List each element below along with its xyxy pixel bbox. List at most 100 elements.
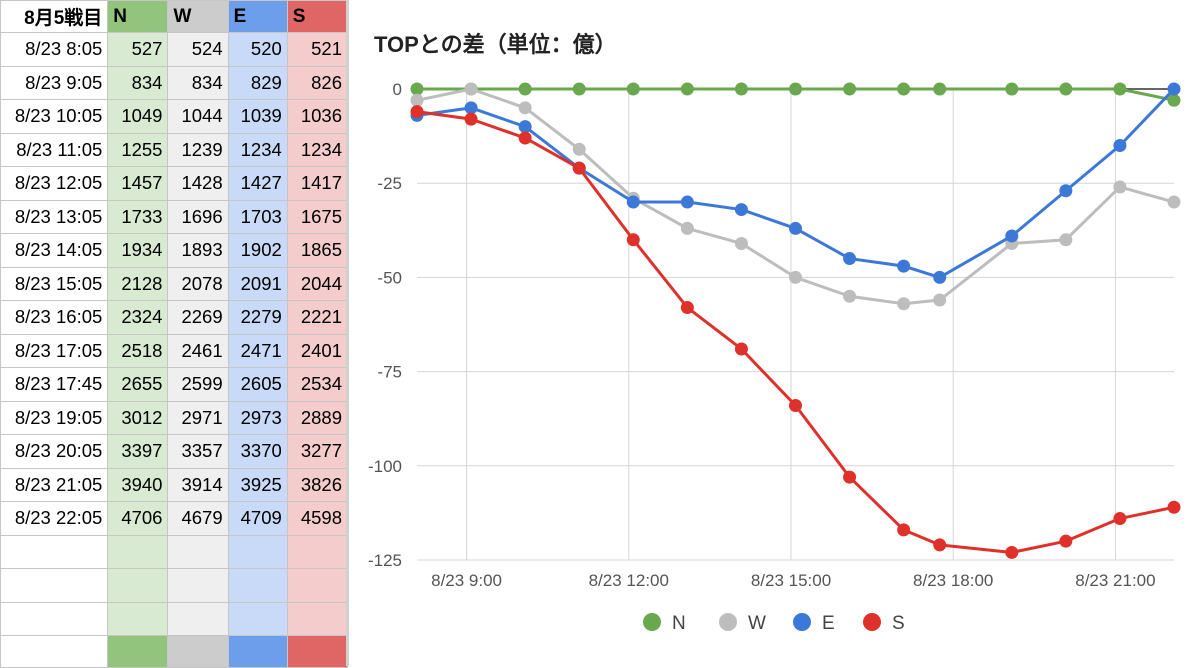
table-cell[interactable]: 8/23 19:05 xyxy=(0,400,109,435)
table-cell[interactable]: 8/23 20:05 xyxy=(0,434,109,469)
table-cell[interactable]: 1934 xyxy=(107,233,169,268)
panel-divider[interactable] xyxy=(346,0,349,666)
table-cell[interactable]: 1036 xyxy=(286,99,349,134)
table-cell[interactable] xyxy=(286,601,349,636)
table-cell[interactable]: 1234 xyxy=(286,132,349,167)
table-cell[interactable]: 2971 xyxy=(167,400,229,435)
table-cell[interactable] xyxy=(0,635,109,668)
table-cell[interactable]: 8/23 8:05 xyxy=(0,32,109,67)
table-cell[interactable] xyxy=(0,534,109,569)
table-cell[interactable]: 3925 xyxy=(227,467,288,502)
table-cell[interactable] xyxy=(167,534,229,569)
table-cell[interactable]: 4598 xyxy=(286,501,349,536)
table-cell[interactable]: 1675 xyxy=(286,199,349,234)
header-cell[interactable]: W xyxy=(167,0,229,33)
table-cell[interactable]: 3940 xyxy=(107,467,169,502)
table-cell[interactable]: 1239 xyxy=(167,132,229,167)
table-cell[interactable]: 2518 xyxy=(107,333,169,368)
table-cell[interactable]: 1255 xyxy=(107,132,169,167)
table-cell[interactable]: 3370 xyxy=(227,434,288,469)
table-cell[interactable]: 2044 xyxy=(286,266,349,301)
header-cell[interactable]: N xyxy=(107,0,169,33)
table-cell[interactable]: 834 xyxy=(167,65,229,100)
table-cell[interactable]: 2221 xyxy=(286,300,349,335)
table-cell[interactable]: 2091 xyxy=(227,266,288,301)
table-cell[interactable]: 2078 xyxy=(167,266,229,301)
table-cell[interactable]: 527 xyxy=(107,32,169,67)
table-cell[interactable]: 1049 xyxy=(107,99,169,134)
table-cell[interactable] xyxy=(167,568,229,603)
table-cell[interactable]: 8/23 17:45 xyxy=(0,367,109,402)
table-cell[interactable]: 1417 xyxy=(286,166,349,201)
table-cell[interactable]: 4709 xyxy=(227,501,288,536)
header-cell[interactable]: E xyxy=(227,0,288,33)
table-cell[interactable]: 1427 xyxy=(227,166,288,201)
table-cell[interactable] xyxy=(286,635,349,668)
table-cell[interactable] xyxy=(286,534,349,569)
table-cell[interactable]: 3826 xyxy=(286,467,349,502)
table-cell[interactable]: 2605 xyxy=(227,367,288,402)
table-cell[interactable]: 2269 xyxy=(167,300,229,335)
table-cell[interactable] xyxy=(167,601,229,636)
table-cell[interactable]: 2534 xyxy=(286,367,349,402)
table-cell[interactable] xyxy=(227,601,288,636)
table-cell[interactable]: 2279 xyxy=(227,300,288,335)
table-cell[interactable]: 2889 xyxy=(286,400,349,435)
table-cell[interactable] xyxy=(167,635,229,668)
table-cell[interactable]: 8/23 13:05 xyxy=(0,199,109,234)
table-cell[interactable]: 2324 xyxy=(107,300,169,335)
table-cell[interactable]: 1428 xyxy=(167,166,229,201)
table-cell[interactable]: 3277 xyxy=(286,434,349,469)
table-cell[interactable]: 4706 xyxy=(107,501,169,536)
header-cell[interactable]: 8月5戦目 xyxy=(0,0,109,33)
table-cell[interactable]: 8/23 10:05 xyxy=(0,99,109,134)
table-cell[interactable]: 1902 xyxy=(227,233,288,268)
table-cell[interactable] xyxy=(227,635,288,668)
table-cell[interactable]: 8/23 15:05 xyxy=(0,266,109,301)
table-cell[interactable]: 826 xyxy=(286,65,349,100)
table-cell[interactable]: 520 xyxy=(227,32,288,67)
table-cell[interactable]: 2128 xyxy=(107,266,169,301)
table-cell[interactable]: 2471 xyxy=(227,333,288,368)
table-cell[interactable]: 2401 xyxy=(286,333,349,368)
table-cell[interactable]: 521 xyxy=(286,32,349,67)
table-cell[interactable]: 3914 xyxy=(167,467,229,502)
table-cell[interactable]: 3397 xyxy=(107,434,169,469)
table-cell[interactable] xyxy=(227,568,288,603)
table-cell[interactable]: 8/23 16:05 xyxy=(0,300,109,335)
table-cell[interactable]: 8/23 11:05 xyxy=(0,132,109,167)
table-cell[interactable]: 1893 xyxy=(167,233,229,268)
table-cell[interactable]: 1044 xyxy=(167,99,229,134)
table-cell[interactable]: 829 xyxy=(227,65,288,100)
table-cell[interactable]: 3357 xyxy=(167,434,229,469)
table-cell[interactable]: 8/23 14:05 xyxy=(0,233,109,268)
table-cell[interactable]: 1865 xyxy=(286,233,349,268)
header-cell[interactable]: S xyxy=(286,0,349,33)
table-cell[interactable]: 1696 xyxy=(167,199,229,234)
table-cell[interactable]: 8/23 12:05 xyxy=(0,166,109,201)
table-cell[interactable]: 2655 xyxy=(107,367,169,402)
table-cell[interactable] xyxy=(107,601,169,636)
table-cell[interactable]: 8/23 17:05 xyxy=(0,333,109,368)
table-cell[interactable]: 834 xyxy=(107,65,169,100)
table-cell[interactable] xyxy=(0,568,109,603)
table-cell[interactable]: 1457 xyxy=(107,166,169,201)
table-cell[interactable] xyxy=(0,601,109,636)
table-cell[interactable] xyxy=(227,534,288,569)
table-cell[interactable]: 1703 xyxy=(227,199,288,234)
table-cell[interactable]: 2599 xyxy=(167,367,229,402)
table-cell[interactable] xyxy=(107,568,169,603)
table-cell[interactable]: 8/23 22:05 xyxy=(0,501,109,536)
table-cell[interactable]: 3012 xyxy=(107,400,169,435)
table-cell[interactable]: 1039 xyxy=(227,99,288,134)
table-cell[interactable]: 4679 xyxy=(167,501,229,536)
table-cell[interactable]: 1234 xyxy=(227,132,288,167)
table-cell[interactable] xyxy=(286,568,349,603)
table-cell[interactable]: 2461 xyxy=(167,333,229,368)
table-cell[interactable] xyxy=(107,635,169,668)
table-cell[interactable]: 1733 xyxy=(107,199,169,234)
table-cell[interactable]: 8/23 9:05 xyxy=(0,65,109,100)
table-cell[interactable]: 524 xyxy=(167,32,229,67)
table-cell[interactable] xyxy=(107,534,169,569)
table-cell[interactable]: 8/23 21:05 xyxy=(0,467,109,502)
